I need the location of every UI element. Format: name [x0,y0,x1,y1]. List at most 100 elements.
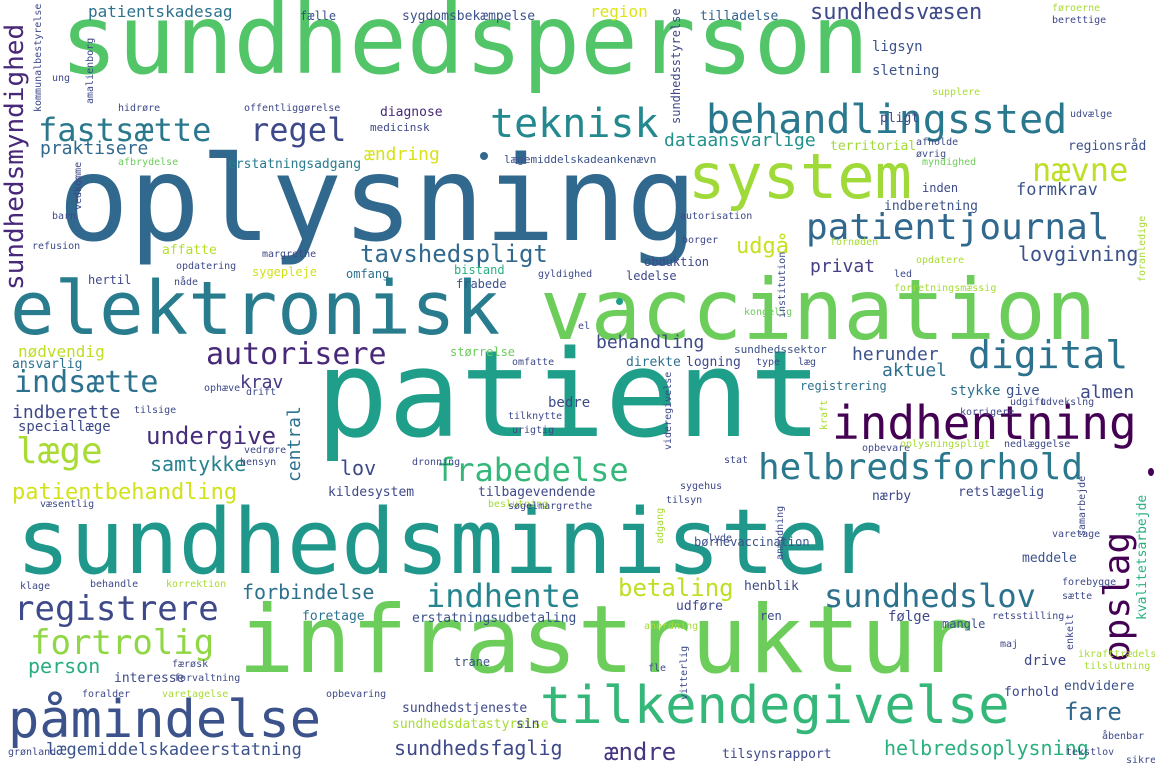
word: type [756,357,781,368]
word: sundhedslov [824,577,1036,615]
word: foralder [82,689,131,700]
word: nævne [1032,151,1129,189]
word: dronning [412,457,461,468]
word: grønland [8,747,57,758]
word: patientskadesag [88,2,233,21]
word: barn [52,211,77,222]
word: regel [250,111,347,149]
word: gyldighed [538,269,593,280]
word: fle [648,663,667,674]
word: stat [724,455,749,466]
word: ansvarlig [12,357,83,372]
word: ændre [604,738,677,766]
word: nærby [872,489,912,504]
word: sundhedssektor [734,343,827,356]
word: erstatningsudbetaling [412,611,577,626]
word: helbredsoplysning [884,736,1089,760]
word: betaling [618,574,734,602]
word: følge [888,609,931,625]
word: forbindelse [242,580,375,604]
word: privat [810,256,876,277]
word: refusion [32,241,81,252]
word: tavshedspligt [360,240,548,268]
word: sundhedsvæsen [810,0,983,25]
word: tekstlov [1066,747,1115,758]
word: elektronisk [10,266,501,352]
word: sletning [872,63,940,79]
word: ændring [364,144,440,165]
word: autorisation [680,211,753,222]
word: nødvendig [18,342,105,361]
word: trane [454,655,491,669]
word: vitterlig [679,645,690,700]
word: hensyn [240,457,277,468]
word: vedkomme [73,161,84,210]
word: påmindelse [8,690,322,750]
word: endvidere [1064,679,1135,694]
word: tilbagevendende [478,485,596,500]
word: ikrafttrædelse [1078,649,1155,660]
word: udgift [1010,397,1047,408]
word: henblik [744,579,799,594]
word: udvælge [1070,109,1113,120]
word: foranledige [1137,215,1148,282]
word: lægemiddelskadeerstatning [46,740,302,760]
word: sygdomsbekæmpelse [402,9,536,24]
word: fornøden [830,237,879,248]
word: drift [246,387,277,398]
word: indsætte [14,365,159,400]
word: logning [686,355,741,370]
word: åbenbar [1102,731,1145,742]
word: mangle [942,617,986,631]
word: pligt [880,111,920,126]
word: patientbehandling [12,480,238,505]
dot-mark [616,298,623,305]
word: interesse [114,671,185,686]
word: medicinsk [370,121,430,134]
word: klage [20,581,51,592]
word: varetage [1052,529,1101,540]
word: offentliggørelse [244,103,341,114]
word: formkrav [1016,180,1098,200]
word: tilkendegivelse [540,676,1010,736]
word: indberette [12,402,121,423]
word: dataansvarlige [664,130,816,151]
dot-mark [480,152,488,160]
word: sundhedsstyrelse [669,8,683,124]
word: ren [760,609,782,623]
word: person [28,654,101,678]
word: opdatere [916,255,965,266]
word: myndighed [922,157,977,168]
word: sin [516,717,540,732]
word: sundhedsperson [60,0,870,96]
word: beslutning [488,499,549,510]
word: patientjournal [806,207,1110,248]
word: væsentlig [40,499,95,510]
word: afbrydelse [118,157,179,168]
word: almen [1080,382,1135,403]
word: system [688,140,912,213]
word: tilsynsrapport [722,747,832,762]
word: tilsige [134,405,177,416]
word: sikre [1126,755,1155,766]
word: helbredsforhold [758,447,1084,488]
word: give [1006,383,1040,399]
word: videregivelse [663,371,674,450]
word: omfatte [512,357,555,368]
word: sygepleje [252,265,318,279]
word: børnevaccination [694,535,810,549]
word: urigtig [512,425,555,436]
word: autorisere [206,337,387,372]
word: ung [52,73,71,84]
word: direkte [626,355,681,370]
word: stykke [950,383,1001,399]
word: sundhedsfaglig [394,736,563,760]
word: korrektion [166,579,227,590]
word: undergive [146,422,277,450]
word: aktuel [882,360,948,381]
word: speciallæge [18,419,111,435]
word: bistand [454,263,505,277]
word: regionsråd [1068,139,1147,154]
word: forebygge [1062,577,1117,588]
